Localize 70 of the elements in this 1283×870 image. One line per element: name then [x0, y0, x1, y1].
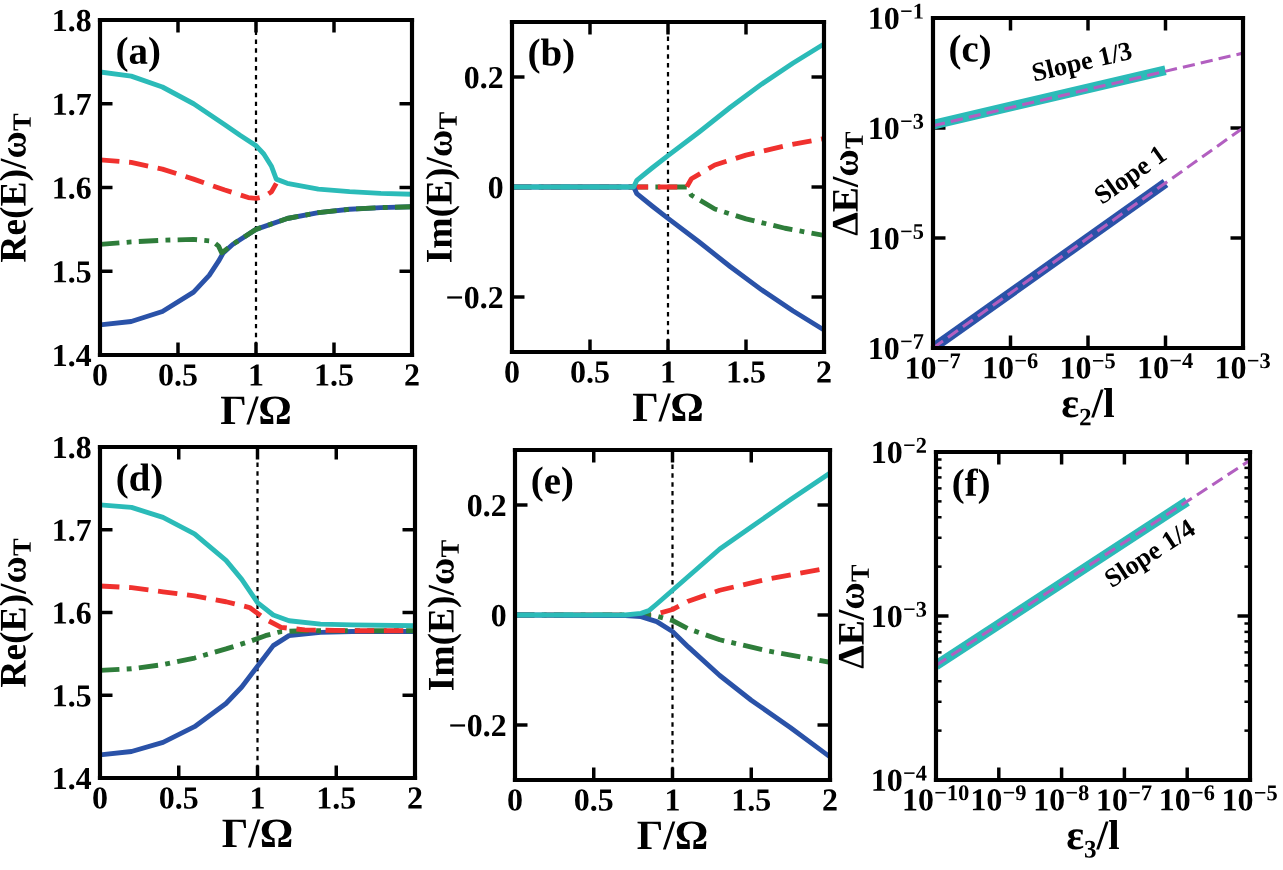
x-tick-label: 2 — [817, 361, 831, 383]
y-tick-label: 1.7 — [54, 519, 91, 542]
y-tick-label: 1.6 — [54, 177, 91, 200]
annotation: Slope 1 — [1092, 143, 1171, 209]
x-axis-title: Γ/Ω — [637, 821, 707, 850]
y-tick-label: 1.5 — [54, 261, 91, 283]
y-axis-title: Re(E)/ω$_{T}$ — [0, 538, 34, 688]
x-tick-label: 10$^{−5}$ — [1224, 785, 1277, 811]
x-tick-label: 10$^{−5}$ — [1062, 353, 1115, 379]
x-tick-label: 0.5 — [160, 787, 198, 809]
x-tick-label: 0.5 — [159, 364, 197, 386]
y-tick-label: 0.2 — [464, 66, 503, 89]
annotation: Slope 1/4 — [1102, 517, 1200, 593]
annotation: (c) — [950, 34, 990, 70]
x-tick-label: 10$^{−9}$ — [972, 785, 1026, 811]
x-tick-label: 2 — [823, 789, 837, 811]
x-tick-label: 10$^{−4}$ — [1139, 353, 1193, 379]
y-tick-label: 10$^{−2}$ — [873, 437, 926, 464]
annotation: Slope 1/3 — [1031, 40, 1134, 87]
y-axis-title: Im(E)/ω$_{T}$ — [425, 112, 460, 263]
x-axis-title: Γ/Ω — [633, 393, 702, 422]
x-tick-label: 10$^{−3}$ — [1217, 353, 1270, 379]
x-tick-label: 1.5 — [316, 364, 353, 386]
y-tick-label: 0.2 — [467, 494, 506, 517]
annotation: (b) — [529, 38, 574, 74]
y-tick-label: 1.4 — [54, 344, 92, 367]
x-tick-label: 1 — [662, 361, 675, 383]
x-tick-label: 0 — [508, 789, 522, 811]
annotation: (f) — [953, 468, 989, 505]
y-tick-label: 1.8 — [54, 9, 91, 32]
y-tick-label: 0 — [491, 604, 506, 627]
x-tick-label: 0 — [93, 364, 107, 386]
x-tick-label: 1.5 — [733, 789, 771, 811]
annotation: (a) — [117, 36, 160, 73]
x-tick-label: 1.5 — [728, 361, 765, 383]
y-axis-title: Re(E)/ω$_{T}$ — [0, 113, 34, 263]
x-tick-label: 1 — [250, 364, 263, 386]
x-tick-label: 0 — [93, 787, 107, 809]
x-axis-title: Γ/Ω — [221, 396, 290, 425]
y-tick-label: 1.5 — [54, 685, 91, 707]
y-tick-label: 10$^{−1}$ — [870, 3, 923, 30]
x-axis-title: ε₂/l — [1062, 388, 1115, 426]
x-axis-title: Γ/Ω — [222, 819, 292, 848]
x-tick-label: 10$^{−7}$ — [1098, 785, 1152, 811]
x-axis-title: ε₃/l — [1067, 820, 1120, 858]
annotation: (d) — [117, 463, 162, 499]
x-tick-label: 10$^{−8}$ — [1035, 785, 1089, 811]
x-tick-label: 1 — [252, 787, 264, 809]
y-tick-label: 10$^{−5}$ — [870, 224, 924, 250]
y-tick-label: 10$^{−3}$ — [873, 601, 927, 628]
x-tick-label: 2 — [405, 364, 419, 386]
x-tick-label: 10$^{−6}$ — [1161, 785, 1215, 811]
y-axis-title: ΔE/ω$_{T}$ — [838, 564, 869, 669]
y-tick-label: −0.2 — [450, 714, 506, 737]
y-tick-label: 10$^{−3}$ — [870, 113, 924, 140]
x-tick-label: 10$^{−6}$ — [984, 353, 1038, 379]
x-tick-label: 2 — [408, 787, 422, 809]
y-tick-label: 1.8 — [54, 436, 91, 459]
x-tick-label: 0.5 — [575, 789, 613, 811]
annotation: (e) — [532, 466, 573, 502]
y-axis-title: ΔE/ω$_{T}$ — [832, 131, 863, 236]
x-tick-label: 1.5 — [318, 787, 356, 809]
y-axis-title: Im(E)/ω$_{T}$ — [427, 540, 462, 691]
y-tick-label: −0.2 — [447, 286, 503, 309]
y-tick-label: 0 — [488, 176, 503, 199]
y-tick-label: 1.6 — [54, 602, 91, 625]
y-tick-label: 1.7 — [54, 93, 91, 116]
x-tick-label: 1 — [667, 789, 679, 811]
x-tick-label: 0.5 — [571, 361, 609, 383]
y-tick-label: 1.4 — [54, 767, 92, 790]
